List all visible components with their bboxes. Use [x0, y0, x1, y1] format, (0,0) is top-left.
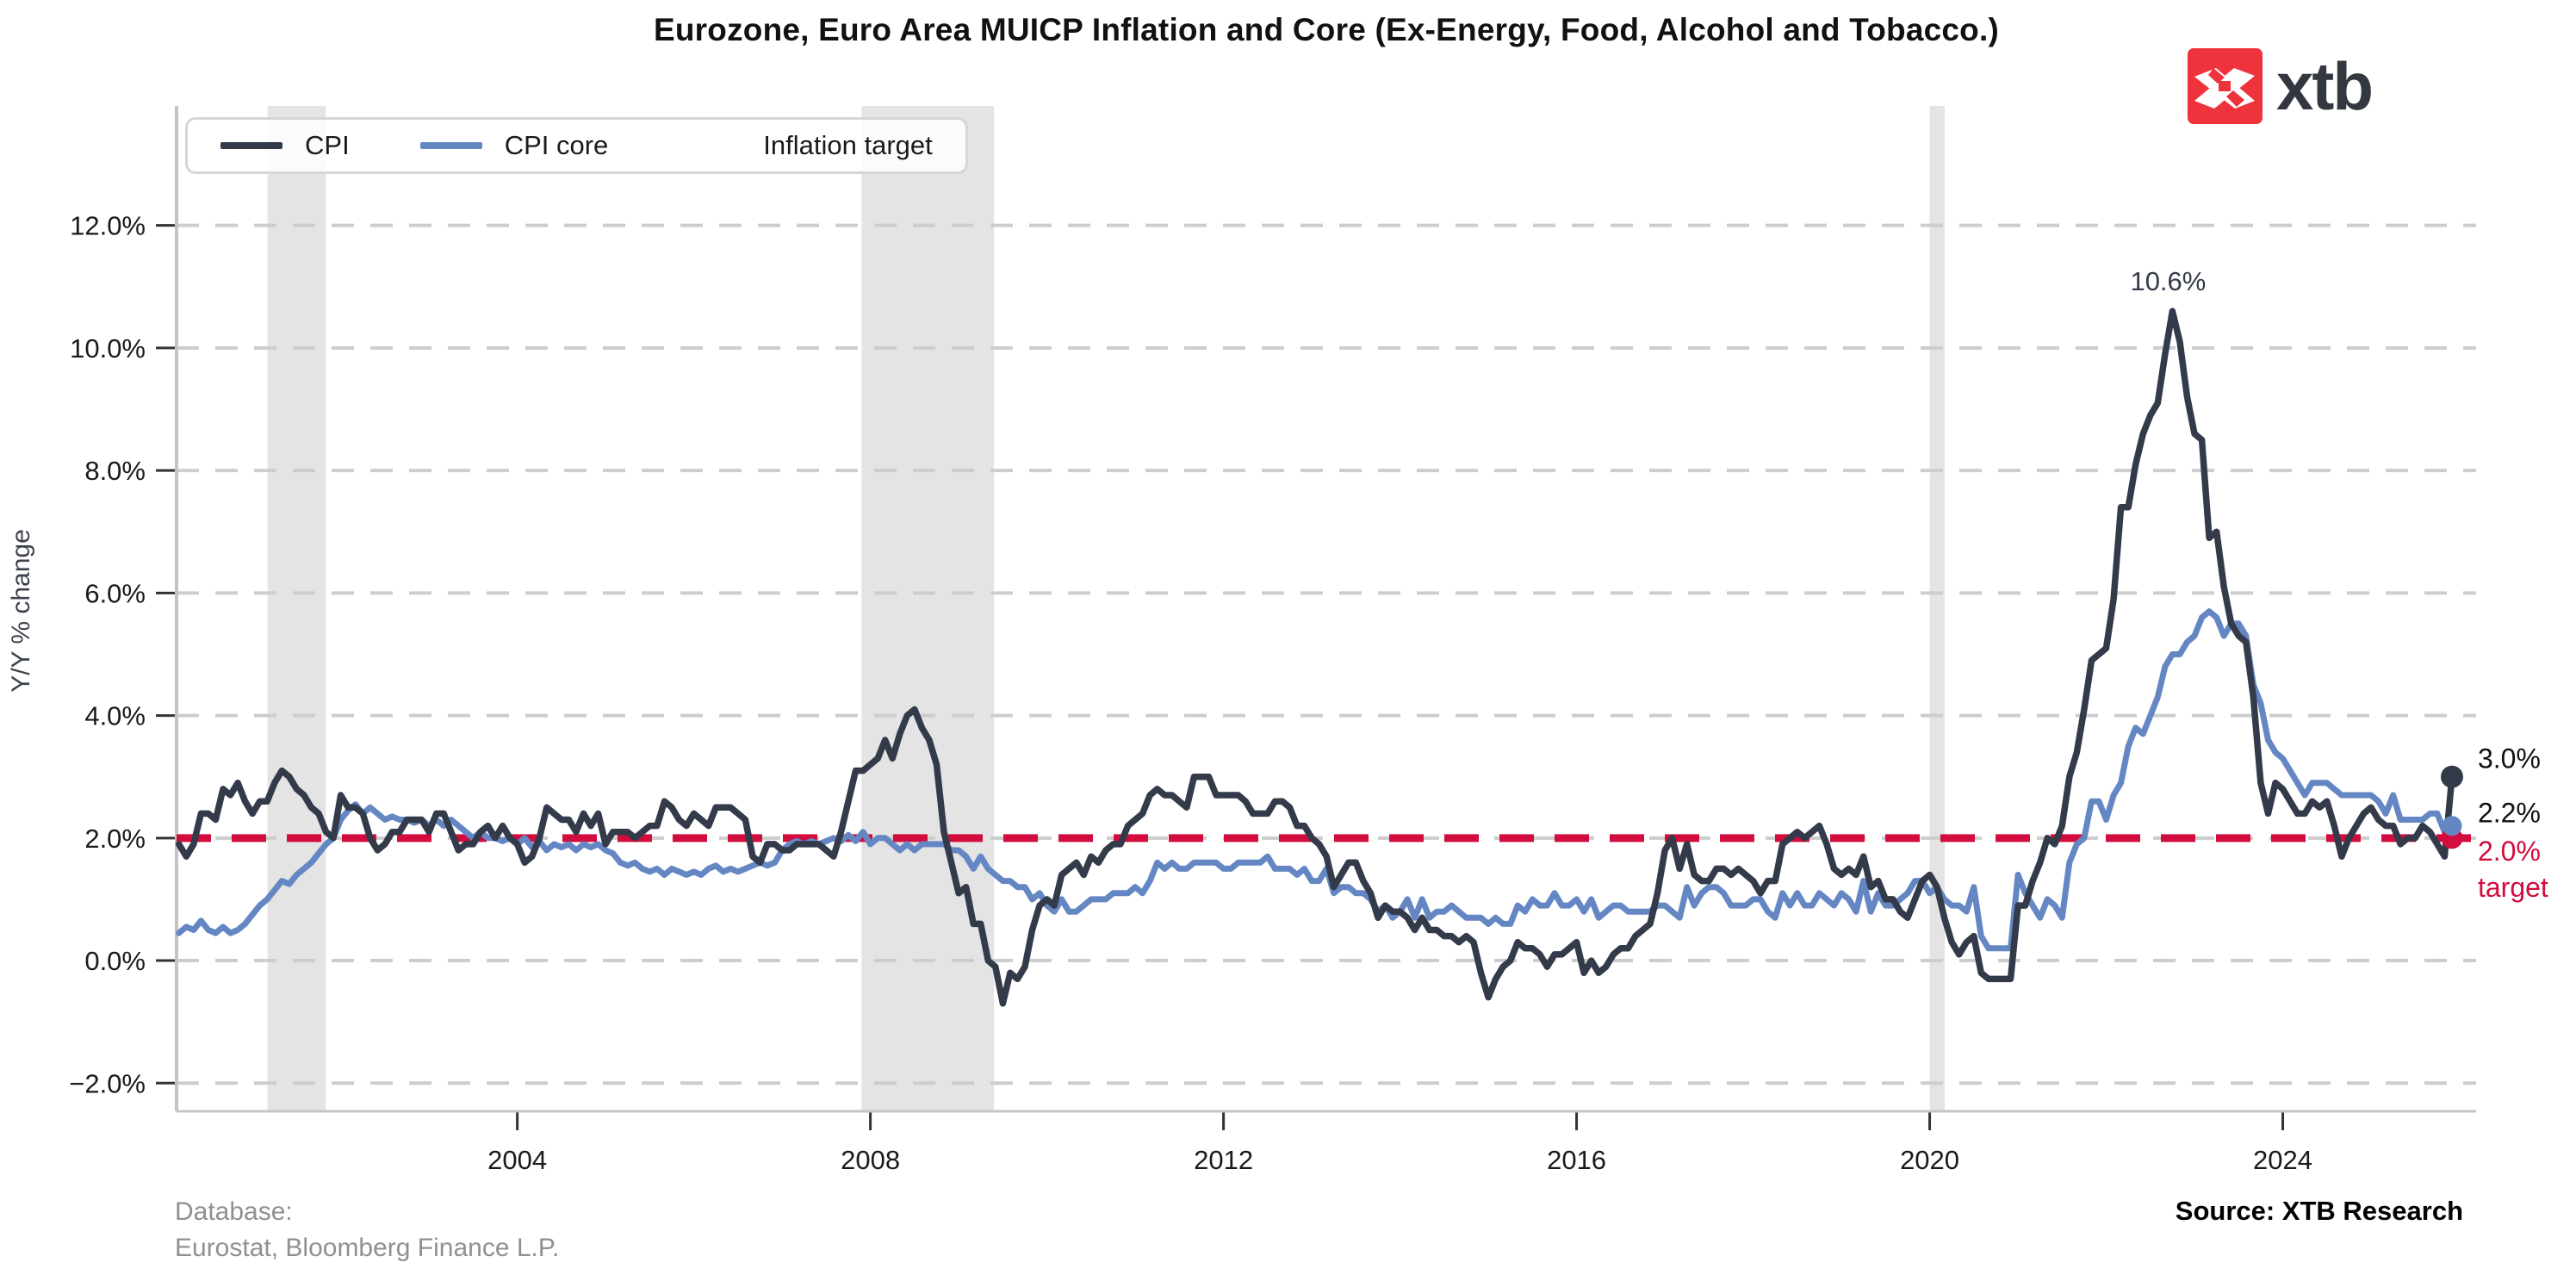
- legend-item-inflation-target: Inflation target: [679, 130, 932, 161]
- x-tick-label: 2020: [1900, 1145, 1959, 1175]
- cpi-core-line: [176, 608, 2455, 952]
- footer-source: Source: XTB Research: [2175, 1196, 2463, 1226]
- y-tick-label: 4.0%: [84, 701, 146, 731]
- cpi-core-end-annotation: 2.2%: [2478, 798, 2541, 829]
- recession-band: [861, 106, 995, 1111]
- y-tick-label: 2.0%: [84, 824, 146, 854]
- x-tick-label: 2004: [487, 1145, 547, 1175]
- legend-label-cpi: CPI: [305, 130, 350, 160]
- recession-band: [1929, 106, 1945, 1111]
- x-tick-label: 2016: [1547, 1145, 1606, 1175]
- cpi-line: [175, 308, 2455, 1007]
- chart-title: Eurozone, Euro Area MUICP Inflation and …: [653, 12, 1999, 47]
- legend-item-cpi-core: CPI core: [419, 130, 609, 161]
- cpi-core-end-dot: [2442, 816, 2462, 836]
- footer-database: Database: Eurostat, Bloomberg Finance L.…: [175, 1194, 559, 1266]
- x-tick-label: 2024: [2253, 1145, 2312, 1175]
- xtb-logo-icon: [2188, 48, 2263, 124]
- legend-item-cpi: CPI: [220, 130, 350, 161]
- recession-band: [267, 106, 326, 1111]
- x-tick-label: 2008: [841, 1145, 900, 1175]
- xtb-logo-text: xtb: [2276, 48, 2374, 124]
- legend-label-cpi-core: CPI core: [504, 130, 609, 160]
- y-tick-label: 8.0%: [84, 456, 146, 486]
- cpi-core-line-swatch: [419, 142, 482, 149]
- x-tick-label: 2012: [1194, 1145, 1253, 1175]
- cpi-line-swatch: [220, 142, 282, 149]
- inflation-target-swatch: [679, 142, 741, 150]
- y-tick-label: 12.0%: [70, 211, 146, 241]
- y-tick-label: 10.0%: [70, 333, 146, 364]
- y-tick-label: −2.0%: [69, 1068, 146, 1098]
- peak-annotation: 10.6%: [2130, 266, 2206, 296]
- legend-label-inflation-target: Inflation target: [763, 130, 933, 160]
- target-annotation-value: 2.0%: [2478, 836, 2541, 867]
- cpi-end-dot: [2440, 765, 2463, 788]
- chart-legend: CPI CPI core Inflation target: [185, 117, 968, 174]
- footer-database-line2: Eurostat, Bloomberg Finance L.P.: [175, 1234, 560, 1262]
- y-tick-label: 0.0%: [84, 946, 146, 976]
- y-tick-label: 6.0%: [84, 578, 146, 608]
- footer-database-line1: Database:: [175, 1197, 293, 1226]
- y-axis-label: Y/Y % change: [7, 529, 35, 693]
- xtb-logo: xtb: [2188, 48, 2374, 124]
- cpi-end-annotation: 3.0%: [2478, 743, 2541, 774]
- target-annotation-word: target: [2478, 872, 2548, 903]
